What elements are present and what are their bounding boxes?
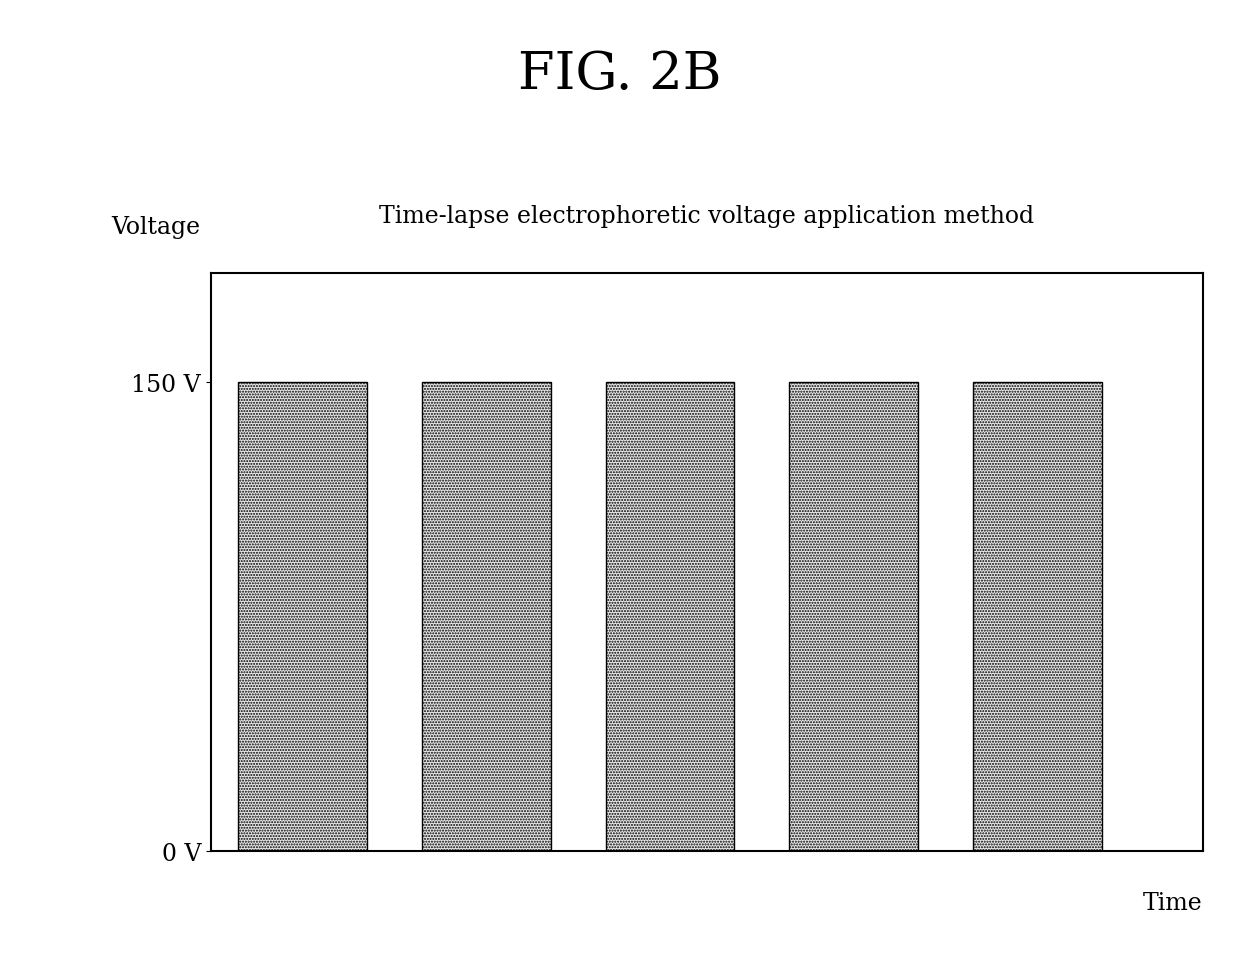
Bar xyxy=(790,383,918,851)
Text: Time: Time xyxy=(1143,891,1203,914)
Bar xyxy=(606,383,734,851)
Text: Time-lapse electrophoretic voltage application method: Time-lapse electrophoretic voltage appli… xyxy=(379,204,1034,228)
Bar xyxy=(422,383,551,851)
Text: FIG. 2B: FIG. 2B xyxy=(518,49,722,100)
Bar xyxy=(238,383,367,851)
Bar xyxy=(973,383,1102,851)
Text: Voltage: Voltage xyxy=(112,216,201,240)
